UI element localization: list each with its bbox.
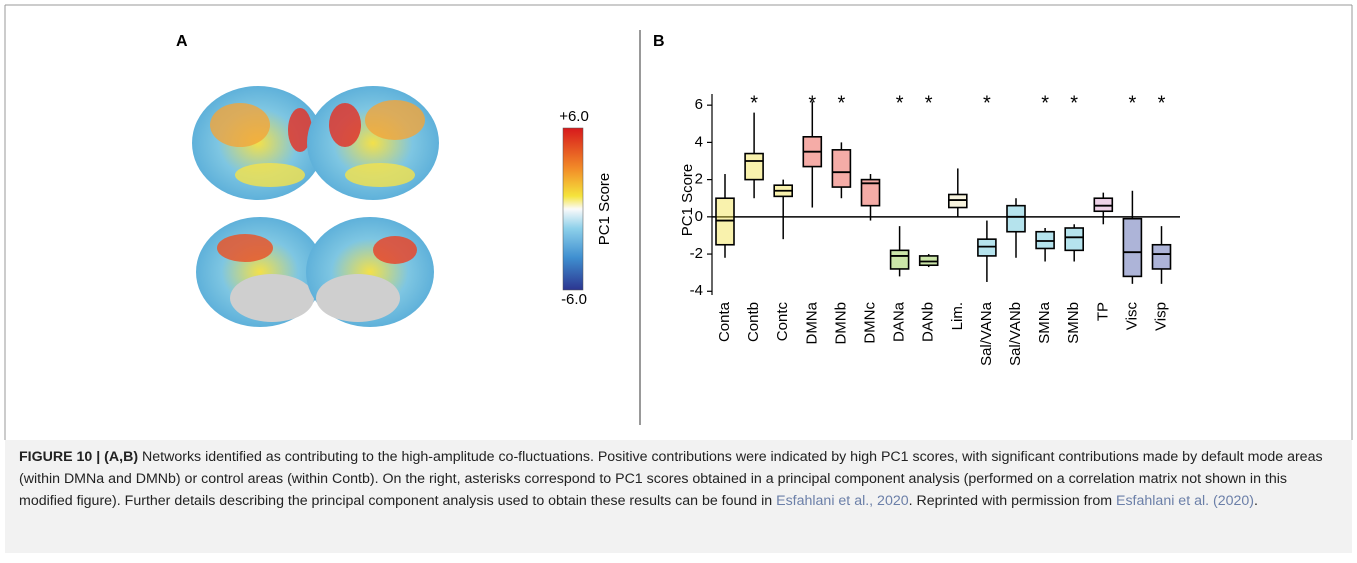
- y-tick-label: -2: [690, 245, 703, 262]
- significance-marker: *: [983, 92, 991, 114]
- box: [1064, 227, 1084, 252]
- caption-label: FIGURE 10 | (A,B): [19, 449, 139, 465]
- y-tick-label: 0: [695, 208, 703, 225]
- x-tick-label: DANa: [891, 301, 908, 342]
- x-tick-label: Lim.: [949, 302, 966, 330]
- colorbar-min: -6.0: [561, 291, 587, 308]
- caption: FIGURE 10 | (A,B) Networks identified as…: [5, 440, 1352, 553]
- box: [1093, 197, 1114, 213]
- caption-text: . Reprinted with permission from: [908, 493, 1116, 509]
- box: [744, 152, 764, 181]
- box: [1151, 243, 1172, 270]
- x-tick-label: Contc: [774, 302, 791, 342]
- y-tick-label: 6: [695, 96, 703, 113]
- y-axis-label: PC1 Score: [679, 164, 696, 237]
- figure: A +6.0 -6.0 PC1 Score B PC1 Score -4 -2 0 2…: [4, 4, 1353, 440]
- y-tick-label: 2: [695, 171, 703, 188]
- x-tick-label: TP: [1094, 302, 1111, 321]
- box: [1122, 217, 1143, 278]
- x-tick-label: Sal/VANb: [1007, 302, 1024, 366]
- brain-images: [192, 86, 439, 327]
- colorbar: [562, 127, 584, 291]
- box: [715, 197, 735, 246]
- box: [889, 249, 910, 270]
- significance-marker: *: [1129, 92, 1137, 114]
- box: [977, 238, 997, 257]
- brain-patch: [329, 103, 361, 147]
- y-tick-label: 4: [695, 133, 703, 150]
- citation-link[interactable]: Esfahlani et al., 2020: [776, 493, 909, 509]
- x-tick-label: Visp: [1152, 302, 1169, 331]
- x-tick-label: Visc: [1123, 302, 1140, 331]
- caption-text: .: [1254, 493, 1258, 509]
- x-tick-label: SMNb: [1065, 302, 1082, 344]
- x-tick-label: SMNa: [1036, 301, 1053, 343]
- citation-link[interactable]: Esfahlani et al. (2020): [1116, 493, 1255, 509]
- x-tick-label: Conta: [716, 301, 733, 342]
- brain-patch: [217, 234, 273, 262]
- x-tick-label: Sal/VANa: [978, 301, 995, 366]
- colorbar-title: PC1 Score: [596, 173, 613, 246]
- brain-patch: [288, 108, 312, 152]
- box: [1035, 230, 1055, 250]
- y-tick-label: -4: [690, 282, 703, 299]
- brain-patch: [373, 236, 417, 264]
- medial-wall: [316, 274, 400, 322]
- significance-marker: *: [1158, 92, 1166, 114]
- x-tick-label: DMNc: [861, 302, 878, 344]
- caption-text: Networks identified as contributing to t…: [19, 449, 1323, 509]
- x-tick-label: DMNb: [832, 302, 849, 345]
- significance-marker: *: [838, 92, 846, 114]
- box: [918, 255, 939, 267]
- significance-marker: *: [925, 92, 933, 114]
- significance-marker: *: [1041, 92, 1049, 114]
- box: [1006, 204, 1026, 233]
- brain-patch: [235, 163, 305, 187]
- panel-label: B: [653, 33, 665, 50]
- brain-patch: [365, 100, 425, 140]
- significance-marker: *: [808, 92, 816, 114]
- x-tick-label: DMNa: [803, 301, 820, 344]
- significance-marker: *: [896, 92, 904, 114]
- brain-patch: [210, 103, 270, 147]
- box: [831, 149, 852, 188]
- brain-patch: [345, 163, 415, 187]
- colorbar-max: +6.0: [559, 108, 589, 125]
- box: [947, 193, 968, 209]
- medial-wall: [230, 274, 314, 322]
- box: [860, 178, 881, 207]
- significance-marker: *: [1070, 92, 1078, 114]
- x-tick-label: DANb: [920, 302, 937, 342]
- panel-label: A: [176, 33, 188, 50]
- x-tick-label: Contb: [745, 302, 762, 342]
- significance-marker: *: [750, 92, 758, 114]
